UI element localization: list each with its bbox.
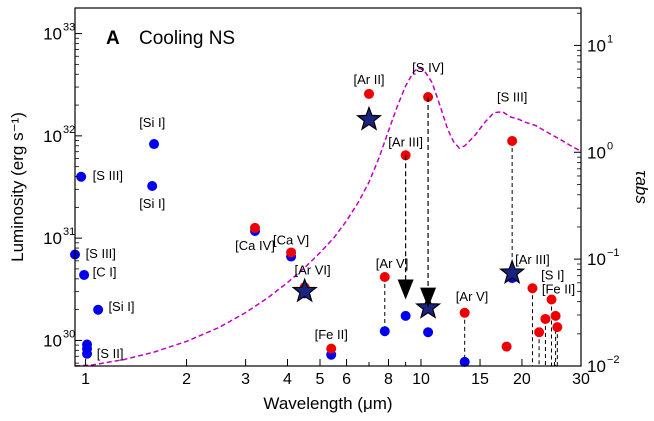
red-point: [534, 327, 545, 338]
line-label: [Ca IV]: [235, 238, 275, 253]
y2-tick-label: 10: [587, 36, 606, 55]
blue-point: [149, 139, 160, 150]
red-point: [507, 135, 518, 146]
line-label: [Ar III]: [388, 134, 423, 149]
red-point: [552, 322, 563, 333]
x-tick-label: 1: [81, 371, 90, 388]
red-point: [546, 294, 557, 305]
arrow-head: [397, 279, 414, 300]
blue-point: [400, 310, 411, 321]
red-point: [326, 343, 337, 354]
y-axis-label: Luminosity (erg s⁻¹): [8, 112, 27, 262]
y2-tick-exponent: 0: [607, 140, 613, 152]
x-tick-label: 15: [471, 371, 489, 388]
blue-point: [379, 326, 390, 337]
y2-tick-label: 10: [587, 143, 606, 162]
tau-abs-curve: [74, 66, 582, 367]
y-tick-exponent: 32: [63, 124, 75, 136]
red-point: [379, 272, 390, 283]
x-tick-label: 10: [412, 371, 430, 388]
red-point: [527, 283, 538, 294]
x-tick-label: 4: [283, 371, 292, 388]
y-tick-label: 10: [43, 25, 62, 44]
line-label: [Fe II]: [542, 282, 575, 297]
y2-tick-label: 10: [587, 357, 606, 376]
x-tick-label: 8: [384, 371, 393, 388]
red-point: [459, 307, 470, 318]
y-tick-exponent: 31: [63, 226, 75, 238]
y2-tick-label: 10: [587, 250, 606, 269]
x-tick-label: 30: [572, 371, 590, 388]
y-tick-label: 10: [43, 331, 62, 350]
x-tick-label: 3: [241, 371, 250, 388]
blue-point: [76, 171, 87, 182]
y-tick-exponent: 33: [63, 22, 75, 34]
line-label: [S IV]: [412, 60, 444, 75]
blue-point: [82, 348, 93, 359]
line-label: [Ar V]: [376, 256, 409, 271]
red-point: [364, 88, 375, 99]
red-point: [249, 222, 260, 233]
line-label: [Ar VI]: [294, 262, 330, 277]
red-point: [540, 313, 551, 324]
line-label: [Ar III]: [515, 252, 550, 267]
y-tick-label: 10: [43, 127, 62, 146]
blue-point: [79, 269, 90, 280]
line-label: [Si I]: [139, 115, 165, 130]
red-point: [286, 247, 297, 258]
y2-tick-exponent: −2: [607, 354, 620, 366]
y-tick-exponent: 30: [63, 328, 75, 340]
tau-curve-layer: [74, 66, 582, 367]
x-tick-label: 20: [513, 371, 531, 388]
line-label: [Ar II]: [353, 72, 384, 87]
line-label: [Si I]: [108, 299, 134, 314]
line-label: [Ca V]: [273, 233, 309, 248]
x-tick-label: 5: [316, 371, 325, 388]
points-layer: [70, 88, 563, 367]
chart-title: Cooling NS: [139, 28, 235, 49]
star-marker: [499, 259, 526, 285]
blue-point: [147, 180, 158, 191]
red-point: [550, 310, 561, 321]
star-marker: [355, 105, 383, 131]
star-marker: [291, 277, 318, 303]
y-tick-label: 10: [43, 229, 62, 248]
x-axis-label: Wavelength (μm): [263, 394, 392, 413]
x-tick-label: 2: [182, 371, 191, 388]
arrows-layer: [397, 96, 437, 308]
line-label: [S I]: [541, 267, 564, 282]
line-label: [C I]: [93, 264, 117, 279]
blue-point: [459, 356, 470, 367]
y2-axis-label: τabs: [632, 170, 651, 204]
y2-tick-exponent: −1: [607, 247, 620, 259]
y2-tick-exponent: 1: [607, 33, 613, 45]
plot-frame: [74, 7, 582, 367]
panel-label: A: [106, 28, 120, 49]
blue-point: [423, 327, 434, 338]
line-label: [Ar V]: [456, 289, 489, 304]
x-tick-label: 6: [342, 371, 351, 388]
line-label: [Si I]: [139, 196, 165, 211]
red-point: [501, 341, 512, 352]
line-label: [S III]: [93, 168, 123, 183]
line-label: [S II]: [97, 346, 124, 361]
annotations-layer: [S III] [S III] [C I] [Si I] [S II] [Si I] [Si…: [86, 60, 576, 361]
line-label: [S III]: [497, 89, 527, 104]
line-label: [Fe II]: [315, 327, 348, 342]
line-label: [S III]: [86, 246, 116, 261]
arrow-head: [420, 287, 437, 308]
blue-point: [93, 304, 104, 315]
